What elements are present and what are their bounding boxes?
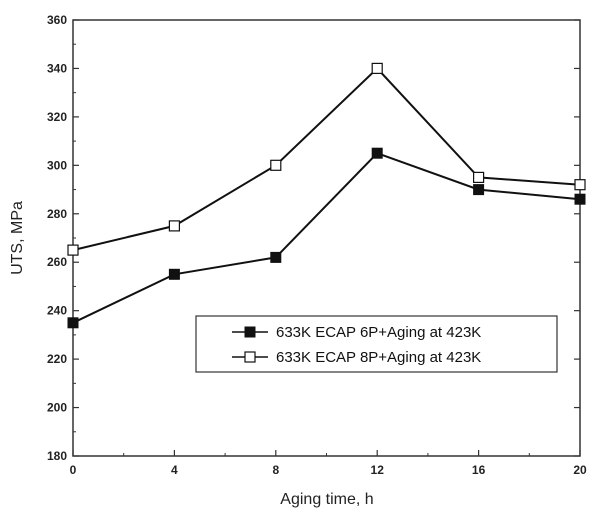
data-point-series-0 (67, 317, 79, 329)
legend-label-8p: 633K ECAP 8P+Aging at 423K (276, 349, 481, 366)
legend-marker-6p (244, 326, 256, 338)
data-point-series-1 (270, 159, 282, 171)
y-axis-title: UTS, MPa (9, 201, 26, 275)
x-tick-label: 20 (573, 463, 587, 477)
x-tick-label: 16 (472, 463, 486, 477)
data-point-series-1 (473, 171, 485, 183)
y-axis-ticks: 180 200 220 240 260 280 300 320 340 360 (47, 13, 79, 463)
data-point-series-0 (168, 268, 180, 280)
series-line-0 (72, 152, 581, 324)
y-tick-label: 220 (47, 352, 67, 366)
y-tick-label: 240 (47, 304, 67, 318)
legend: 633K ECAP 6P+Aging at 423K 633K ECAP 8P+… (195, 315, 558, 373)
right-axis-ticks (574, 19, 580, 457)
x-tick-label: 12 (371, 463, 385, 477)
y-tick-label: 360 (47, 13, 67, 27)
x-axis-ticks: 0 4 8 12 16 20 (70, 450, 587, 477)
data-point-series-0 (270, 251, 282, 263)
plot-frame (72, 19, 581, 457)
x-tick-label: 4 (171, 463, 178, 477)
y-tick-label: 180 (47, 449, 67, 463)
y-tick-label: 260 (47, 255, 67, 269)
legend-label-6p: 633K ECAP 6P+Aging at 423K (276, 324, 481, 341)
data-point-series-1 (371, 62, 383, 75)
y-tick-label: 340 (47, 61, 67, 75)
y-tick-label: 200 (47, 401, 67, 415)
data-point-series-0 (371, 147, 383, 159)
data-point-series-1 (574, 179, 586, 191)
legend-box (195, 315, 558, 373)
x-tick-label: 0 (70, 463, 77, 477)
series-line-1 (72, 66, 581, 252)
x-axis-title: Aging time, h (280, 491, 373, 508)
data-point-series-1 (168, 220, 180, 232)
data-point-series-1 (67, 244, 79, 256)
series-layer (67, 62, 586, 329)
y-tick-label: 280 (47, 207, 67, 221)
y-tick-label: 320 (47, 110, 67, 124)
legend-marker-8p (244, 351, 256, 363)
y-tick-label: 300 (47, 158, 67, 172)
data-point-series-0 (473, 184, 485, 196)
x-tick-label: 8 (272, 463, 279, 477)
data-point-series-0 (574, 193, 586, 205)
